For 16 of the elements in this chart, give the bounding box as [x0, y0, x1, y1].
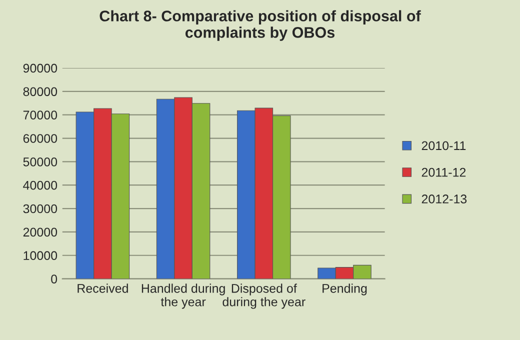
y-tick-label: 20000 [23, 228, 58, 237]
y-tick-label: 50000 [23, 157, 58, 166]
y-tick-label: 60000 [23, 134, 58, 143]
legend-label: 2011-12 [422, 168, 466, 177]
y-tick-label: 30000 [23, 204, 58, 214]
x-tick-label: Pending [322, 284, 367, 296]
x-tick-label: Received [78, 284, 128, 293]
legend-label: 2010-11 [422, 141, 466, 150]
y-tick-label: 10000 [24, 251, 58, 260]
y-tick-label: 70000 [23, 110, 58, 120]
y-tick-label: 40000 [23, 180, 58, 190]
y-tick-label: 80000 [23, 87, 58, 96]
y-tick-label: 90000 [23, 64, 58, 73]
chart-title: Chart 8- Comparative position of disposal of complaints by OBOs [100, 10, 421, 41]
legend-label: 2012-13 [422, 194, 467, 204]
y-tick-label: 0 [51, 274, 58, 284]
